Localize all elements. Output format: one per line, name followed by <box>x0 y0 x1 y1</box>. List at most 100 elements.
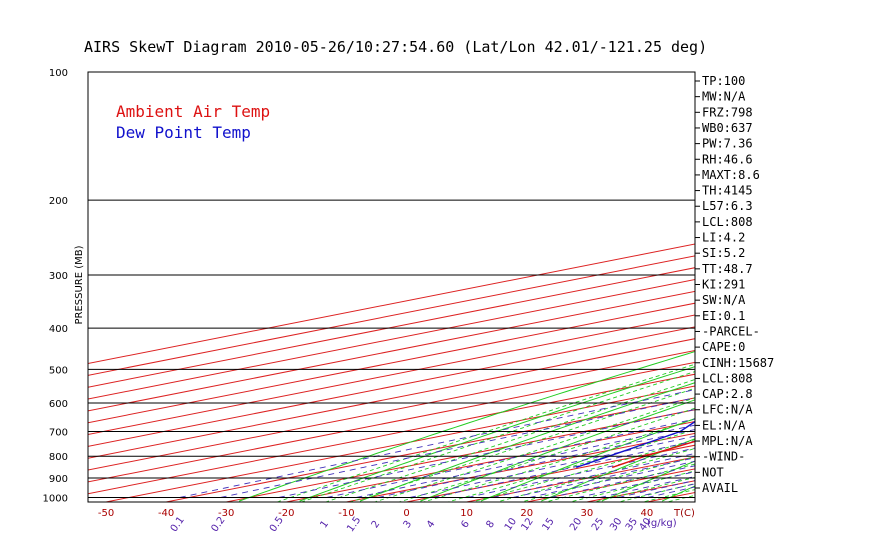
mixing-ratio-line <box>512 457 695 498</box>
dry-adiabat-line <box>359 382 695 502</box>
mixing-ratio-tick-label: 15 <box>540 516 556 533</box>
moist-adiabat-line <box>421 418 695 502</box>
stability-index-label: LI:4.2 <box>702 231 745 245</box>
plot-area <box>88 72 870 502</box>
moist-adiabat-line <box>446 429 695 502</box>
pressure-tick-label: 200 <box>49 196 68 207</box>
mixing-ratio-line <box>278 408 695 498</box>
moist-adiabat-line <box>397 407 695 502</box>
pressure-tick-label: 500 <box>49 365 68 376</box>
stability-index-label: AVAIL <box>702 481 738 495</box>
isotherm-line <box>88 279 695 400</box>
pressure-tick-label: 1000 <box>43 493 68 504</box>
stability-index-label: WB0:637 <box>702 121 753 135</box>
stability-index-label: LCL:808 <box>702 215 753 229</box>
stability-index-label: LCL:808 <box>702 371 753 385</box>
bottom-temp-tick-label: 10 <box>460 508 473 519</box>
stability-index-label: TH:4145 <box>702 184 753 198</box>
isotherm-line <box>105 385 695 502</box>
stability-index-label: MAXT:8.6 <box>702 168 760 182</box>
bottom-temp-tick-label: -20 <box>278 508 294 519</box>
bottom-temp-tick-label: -10 <box>338 508 354 519</box>
mixing-ratio-line <box>179 389 695 498</box>
stability-index-label: -WIND- <box>702 450 745 464</box>
bottom-temp-tick-label: 30 <box>580 508 593 519</box>
bottom-temp-tick-label: -40 <box>158 508 174 519</box>
moist-adiabat-line <box>495 448 695 502</box>
stability-index-label: KI:291 <box>702 278 745 292</box>
isotherm-line <box>526 468 695 502</box>
pressure-tick-label: 800 <box>49 452 68 463</box>
moist-adiabat-line <box>544 463 695 502</box>
stability-index-label: EL:N/A <box>702 418 746 432</box>
mixing-ratio-unit-label: (g/kg) <box>647 518 677 529</box>
mixing-ratio-tick-label: 6 <box>459 519 472 531</box>
pressure-tick-label: 400 <box>49 324 68 335</box>
stability-index-label: LFC:N/A <box>702 403 753 417</box>
isotherm-line <box>88 361 695 483</box>
temperature-unit-label: T(C) <box>673 508 695 519</box>
isotherm-line <box>88 314 695 436</box>
mixing-ratio-tick-label: 8 <box>484 519 497 531</box>
isotherm-line <box>88 255 695 376</box>
pressure-tick-label: 900 <box>49 474 68 485</box>
mixing-ratio-line <box>220 397 695 498</box>
dry-adiabat-line <box>299 366 695 502</box>
chart-title: AIRS SkewT Diagram 2010-05-26/10:27:54.6… <box>84 38 707 56</box>
pressure-tick-label: 700 <box>49 428 68 439</box>
isotherm-line <box>286 421 695 502</box>
bottom-temp-tick-label: -50 <box>98 508 114 519</box>
moist-adiabat-line <box>299 371 695 502</box>
moist-adiabat-line <box>665 494 695 502</box>
stability-index-label: EI:0.1 <box>702 309 745 323</box>
isotherm-line <box>166 397 695 502</box>
stability-index-label: NOT <box>702 465 724 479</box>
bottom-temp-tick-label: 0 <box>403 508 409 519</box>
dry-adiabat-line <box>783 72 870 501</box>
mixing-ratio-line <box>492 453 695 498</box>
isotherm-line <box>88 326 695 447</box>
stability-index-label: -PARCEL- <box>702 324 760 338</box>
plot-frame <box>87 71 696 503</box>
stability-index-label: TT:48.7 <box>702 262 753 276</box>
stability-index-label: MPL:N/A <box>702 434 753 448</box>
bottom-temp-tick-label: -30 <box>218 508 234 519</box>
stability-index-label: CINH:15687 <box>702 356 774 370</box>
stability-index-label: CAPE:0 <box>702 340 745 354</box>
moist-adiabat-line <box>348 387 695 502</box>
legend-dew-point-temp: Dew Point Temp <box>116 123 251 142</box>
bottom-temp-tick-label: 40 <box>641 508 654 519</box>
stability-index-label: SW:N/A <box>702 293 746 307</box>
y-axis-label: PRESSURE (MB) <box>74 245 85 324</box>
isotherm-line <box>88 338 695 459</box>
stability-index-label: L57:6.3 <box>702 199 753 213</box>
stability-index-label: RH:46.6 <box>702 152 753 166</box>
mixing-ratio-tick-label: 10 <box>503 516 519 533</box>
stability-index-label: CAP:2.8 <box>702 387 753 401</box>
isotherm-line <box>88 373 695 495</box>
bottom-temp-tick-label: 20 <box>520 508 533 519</box>
mixing-ratio-tick-label: 2 <box>370 519 383 531</box>
pressure-tick-label: 600 <box>49 399 68 410</box>
mixing-ratio-line <box>529 460 695 498</box>
dry-adiabat-line <box>238 350 695 502</box>
mixing-ratio-tick-label: 30 <box>608 516 624 533</box>
stability-index-label: SI:5.2 <box>702 246 745 260</box>
stability-index-label: MW:N/A <box>702 90 746 104</box>
pressure-tick-label: 300 <box>49 271 68 282</box>
dew-point-temp-line <box>575 420 695 469</box>
mixing-ratio-tick-label: 1 <box>318 519 331 531</box>
mixing-ratio-tick-label: 4 <box>425 519 438 531</box>
isotherm-line <box>88 267 695 388</box>
moist-adiabat-line <box>372 397 695 502</box>
mixing-ratio-tick-label: 3 <box>402 519 415 531</box>
isotherm-line <box>226 409 695 502</box>
stability-index-label: FRZ:798 <box>702 105 753 119</box>
moist-adiabat-line <box>519 456 695 502</box>
moist-adiabat-line <box>470 439 695 502</box>
moist-adiabat-line <box>324 379 695 502</box>
isotherm-line <box>88 350 695 471</box>
dry-adiabat-line <box>420 399 695 502</box>
pressure-tick-label: 100 <box>49 68 68 79</box>
